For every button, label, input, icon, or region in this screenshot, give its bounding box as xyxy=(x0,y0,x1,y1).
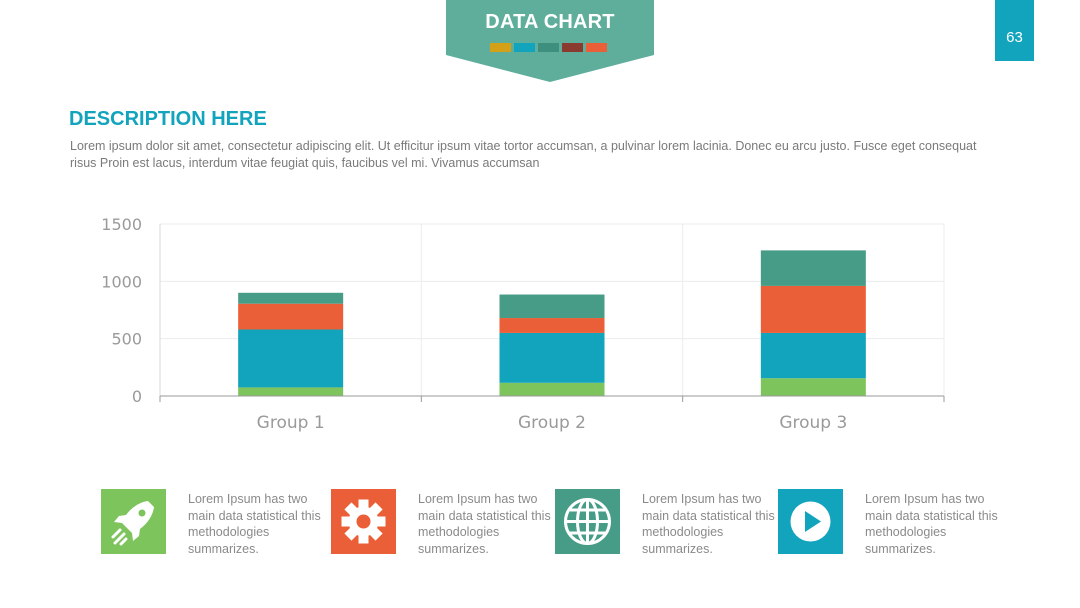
page-title: DATA CHART xyxy=(485,11,615,33)
y-tick-label: 0 xyxy=(132,387,142,406)
swatch-4 xyxy=(562,43,583,52)
description-title: DESCRIPTION HERE xyxy=(69,108,267,130)
color-swatches xyxy=(490,43,607,52)
gear-icon xyxy=(331,489,396,554)
x-tick-label: Group 1 xyxy=(257,413,325,433)
swatch-2 xyxy=(514,43,535,52)
x-tick-label: Group 3 xyxy=(779,413,847,433)
y-tick-label: 1000 xyxy=(101,272,142,291)
header-banner: DATA CHART xyxy=(446,0,654,82)
bar-segment xyxy=(760,332,866,379)
feature-text: Lorem Ipsum has two main data statistica… xyxy=(188,492,321,556)
banner-shape xyxy=(446,0,654,82)
bar-segment xyxy=(238,303,344,330)
bar-segment xyxy=(238,329,344,388)
feature-text: Lorem Ipsum has two main data statistica… xyxy=(865,492,998,556)
bar-segment xyxy=(238,292,344,304)
swatch-3 xyxy=(538,43,559,52)
stacked-bar-chart: 0 500 1000 1500 Group 1 Group 2 Group 3 xyxy=(101,215,945,433)
feature-text: Lorem Ipsum has two main data statistica… xyxy=(418,492,551,556)
swatch-1 xyxy=(490,43,511,52)
bar-segment xyxy=(238,387,344,396)
bar-segment xyxy=(499,294,605,319)
swatch-5 xyxy=(586,43,607,52)
bar-segment xyxy=(760,378,866,396)
globe-icon xyxy=(555,489,620,554)
x-tick-label: Group 2 xyxy=(518,413,586,433)
bar-segment xyxy=(499,318,605,333)
y-tick-label: 1500 xyxy=(101,215,142,234)
bar-segment xyxy=(499,332,605,383)
bar-segment xyxy=(760,285,866,333)
rocket-icon xyxy=(101,489,166,554)
description-text: Lorem ipsum dolor sit amet, consectetur … xyxy=(70,139,977,170)
y-tick-label: 500 xyxy=(111,330,142,349)
play-icon xyxy=(778,489,843,554)
page-number-badge: 63 xyxy=(995,0,1034,61)
bar-segment xyxy=(760,250,866,286)
feature-text: Lorem Ipsum has two main data statistica… xyxy=(642,492,775,556)
bar-segment xyxy=(499,382,605,396)
